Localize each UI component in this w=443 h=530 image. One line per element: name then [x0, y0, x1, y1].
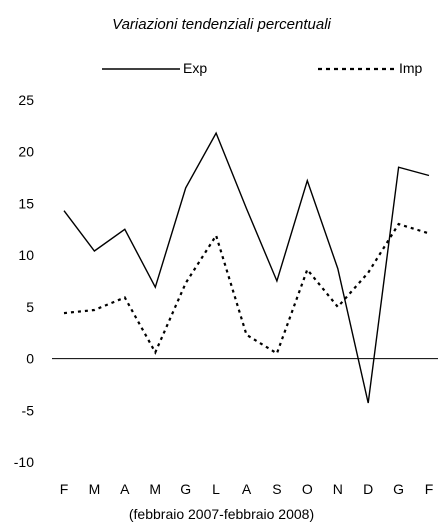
series-line-exp — [63, 131, 430, 404]
y-tick-label: -5 — [22, 402, 35, 418]
x-tick-label: O — [302, 481, 313, 497]
x-tick-label: N — [333, 481, 343, 497]
x-tick-label: M — [149, 481, 161, 497]
x-tick-label: A — [242, 481, 252, 497]
x-tick-label: L — [212, 481, 220, 497]
y-tick-label: 5 — [26, 299, 34, 315]
y-tick-label: -10 — [14, 454, 34, 470]
x-tick-label: F — [60, 481, 69, 497]
x-tick-label: G — [393, 481, 404, 497]
x-tick-label: A — [120, 481, 130, 497]
legend-label-imp: Imp — [399, 60, 423, 76]
x-tick-label: F — [425, 481, 434, 497]
chart-title: Variazioni tendenziali percentuali — [112, 16, 331, 33]
y-tick-label: 15 — [18, 195, 34, 211]
x-tick-label: G — [180, 481, 191, 497]
y-tick-label: 25 — [18, 92, 34, 108]
x-tick-label: M — [89, 481, 101, 497]
x-tick-label: D — [363, 481, 373, 497]
series-line-imp — [63, 222, 430, 356]
x-tick-label: S — [272, 481, 281, 497]
y-tick-label: 20 — [18, 144, 34, 160]
x-axis-caption: (febbraio 2007-febbraio 2008) — [128, 506, 315, 522]
legend-label-exp: Exp — [183, 60, 208, 76]
y-tick-label: 0 — [26, 351, 34, 367]
y-tick-label: 10 — [18, 247, 34, 263]
